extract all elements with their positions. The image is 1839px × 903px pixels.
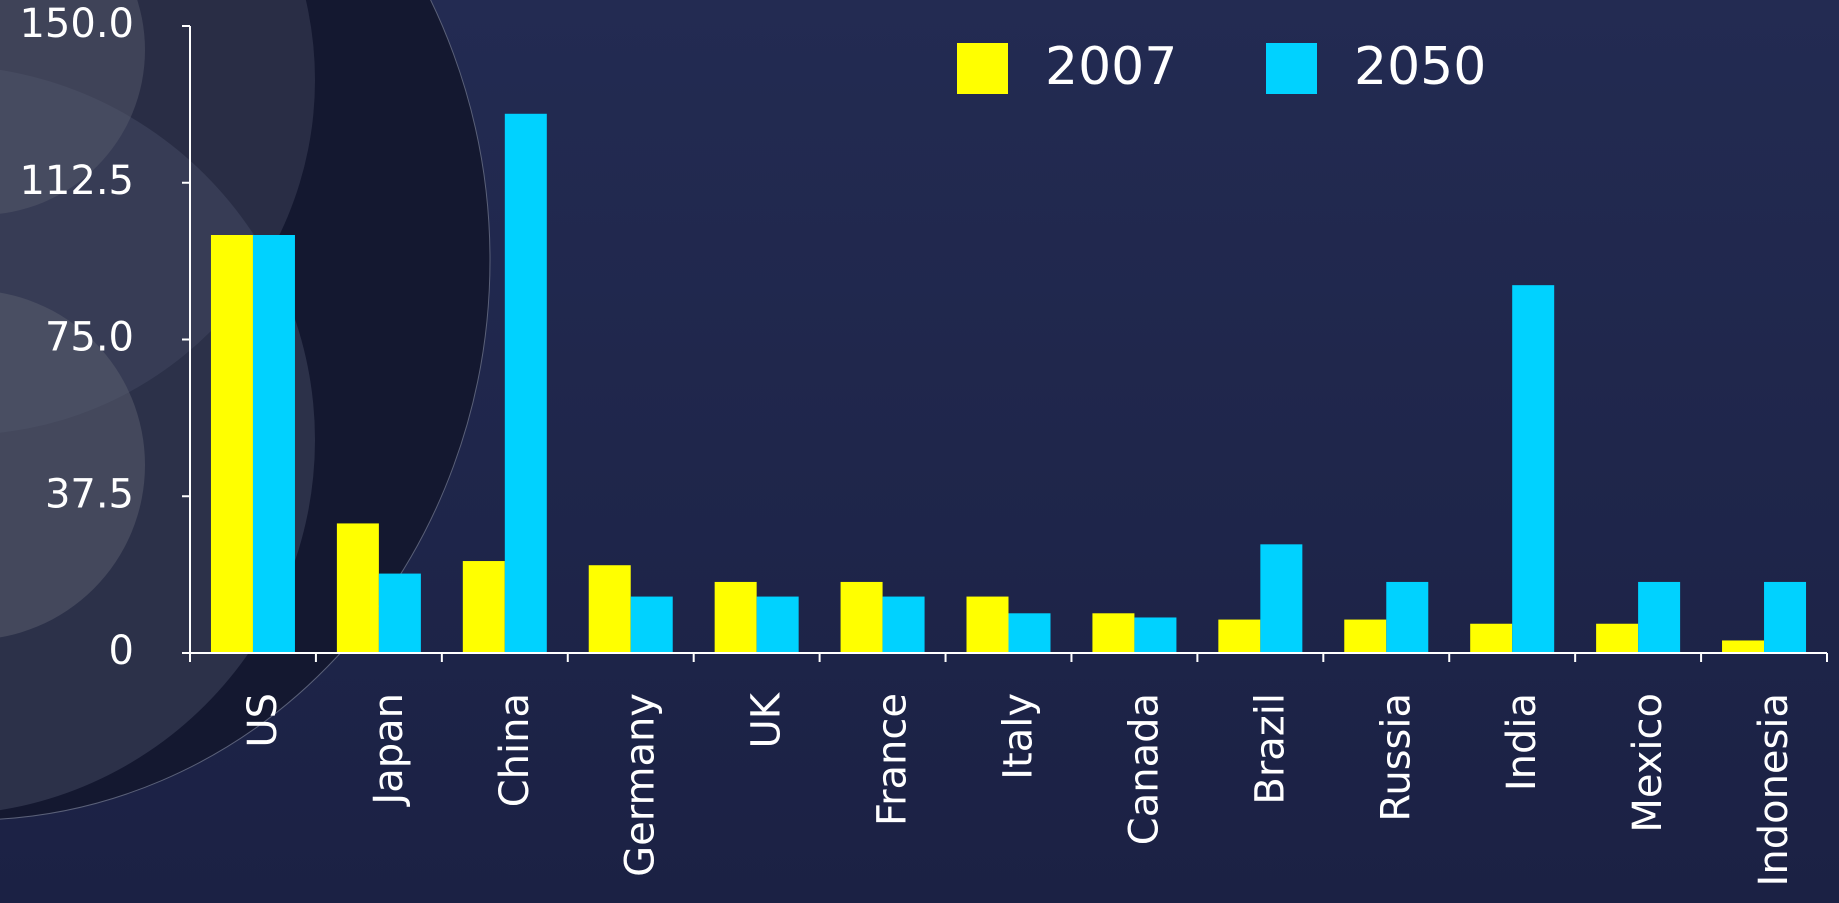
x-tick-label: Japan — [366, 693, 412, 808]
bar — [379, 574, 421, 653]
bar — [253, 235, 295, 653]
bar — [1344, 620, 1386, 653]
x-tick-label: India — [1499, 693, 1545, 791]
bar — [1134, 617, 1176, 653]
bar — [505, 114, 547, 653]
legend-swatch — [1266, 43, 1317, 94]
bar — [841, 582, 883, 653]
bar — [1260, 544, 1302, 653]
bar — [1470, 624, 1512, 653]
x-tick-label: China — [492, 693, 538, 807]
x-tick-label: Indonesia — [1751, 693, 1797, 886]
x-tick-label: Germany — [618, 693, 664, 877]
bar — [463, 561, 505, 653]
bar — [1092, 613, 1134, 653]
bar — [1596, 624, 1638, 653]
bar — [631, 597, 673, 653]
y-tick-label: 0 — [109, 628, 134, 674]
bar — [715, 582, 757, 653]
bar — [757, 597, 799, 653]
x-tick-label: Russia — [1373, 693, 1419, 822]
x-tick-label: France — [870, 693, 916, 826]
bar — [1512, 285, 1554, 653]
bar — [1218, 620, 1260, 653]
bar — [1009, 613, 1051, 653]
bar — [967, 597, 1009, 653]
x-tick-label: UK — [744, 691, 790, 748]
y-tick-label: 75.0 — [45, 315, 134, 361]
y-tick-label: 150.0 — [19, 1, 134, 47]
bar — [883, 597, 925, 653]
legend-label: 2007 — [1045, 37, 1177, 97]
bar — [1722, 640, 1764, 653]
x-tick-label: Brazil — [1247, 693, 1293, 805]
bar — [1638, 582, 1680, 653]
x-tick-label: Italy — [996, 693, 1042, 780]
bar — [1386, 582, 1428, 653]
bar — [337, 523, 379, 653]
bar — [1764, 582, 1806, 653]
legend-label: 2050 — [1354, 37, 1486, 97]
x-tick-label: US — [240, 693, 286, 748]
y-tick-label: 37.5 — [45, 471, 134, 517]
chart: 0 37.5 75.0 112.5 150.0 US Japan China Germany UK… — [0, 0, 1839, 903]
y-tick-label: 112.5 — [19, 158, 134, 204]
x-tick-label: Mexico — [1625, 693, 1671, 833]
bar — [211, 235, 253, 653]
legend-swatch — [957, 43, 1008, 94]
bar — [589, 565, 631, 653]
page: {"chart_data": {"type": "bar", "categori… — [0, 0, 1839, 903]
x-tick-label: Canada — [1121, 693, 1167, 845]
